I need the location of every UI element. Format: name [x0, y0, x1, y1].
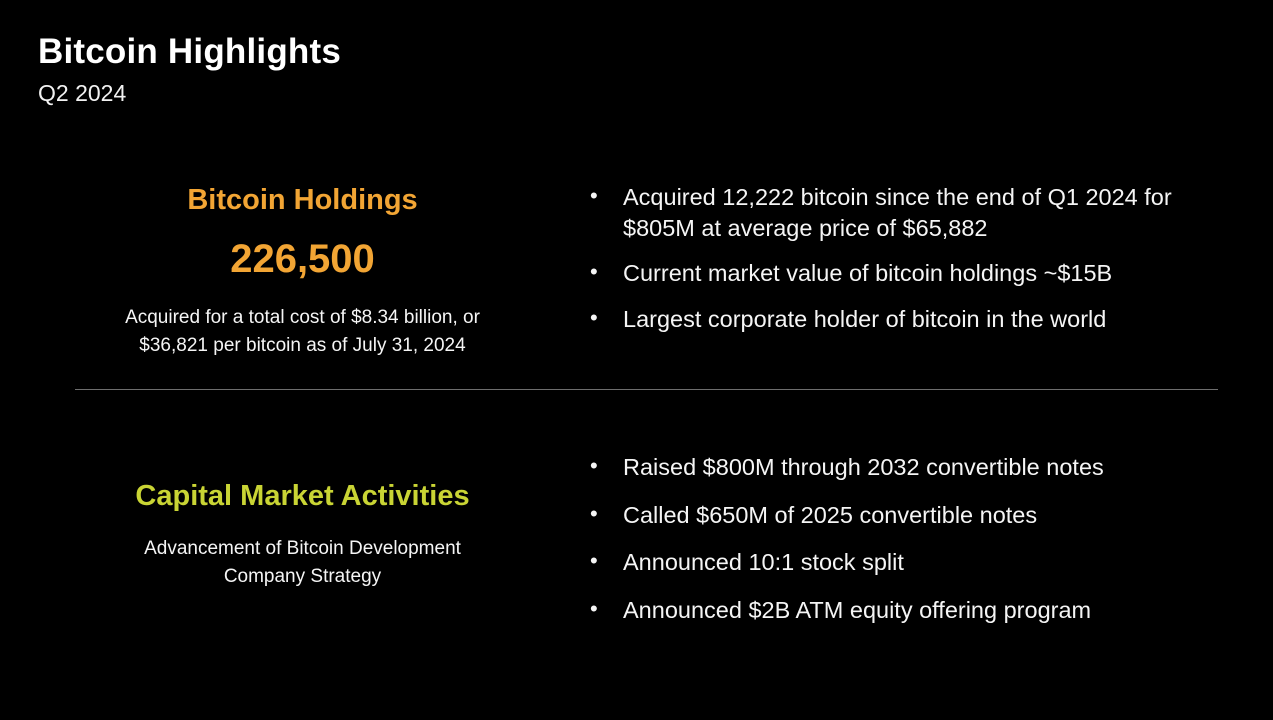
section-divider [75, 389, 1218, 391]
bitcoin-holdings-details: Acquired 12,222 bitcoin since the end of… [588, 168, 1218, 349]
capital-market-details: Raised $800M through 2032 convertible no… [588, 420, 1218, 642]
slide-header: Bitcoin Highlights Q2 2024 [38, 32, 341, 107]
capital-market-bullet-list: Raised $800M through 2032 convertible no… [588, 452, 1218, 625]
bullet-item: Largest corporate holder of bitcoin in t… [588, 304, 1218, 335]
bullet-item: Raised $800M through 2032 convertible no… [588, 452, 1218, 483]
capital-market-caption: Advancement of Bitcoin Development Compa… [144, 538, 461, 587]
bullet-item: Current market value of bitcoin holdings… [588, 258, 1218, 289]
bitcoin-holdings-summary: Bitcoin Holdings 226,500 Acquired for a … [75, 168, 530, 359]
slide-subtitle: Q2 2024 [38, 80, 127, 106]
slide-content: Bitcoin Holdings 226,500 Acquired for a … [75, 168, 1218, 642]
capital-market-heading: Capital Market Activities [135, 480, 470, 513]
bitcoin-holdings-caption: Acquired for a total cost of $8.34 billi… [125, 307, 480, 356]
bullet-item: Acquired 12,222 bitcoin since the end of… [588, 182, 1218, 243]
bitcoin-holdings-bullet-list: Acquired 12,222 bitcoin since the end of… [588, 182, 1218, 334]
bitcoin-holdings-heading: Bitcoin Holdings [187, 184, 418, 216]
slide-title: Bitcoin Highlights [38, 32, 342, 71]
bullet-item: Announced $2B ATM equity offering progra… [588, 595, 1218, 626]
section-bitcoin-holdings: Bitcoin Holdings 226,500 Acquired for a … [75, 168, 1218, 359]
capital-market-summary: Capital Market Activities Advancement of… [75, 420, 530, 590]
bitcoin-holdings-count: 226,500 [230, 237, 375, 281]
bullet-item: Announced 10:1 stock split [588, 547, 1218, 578]
bullet-item: Called $650M of 2025 convertible notes [588, 500, 1218, 531]
section-capital-market-activities: Capital Market Activities Advancement of… [75, 420, 1218, 642]
